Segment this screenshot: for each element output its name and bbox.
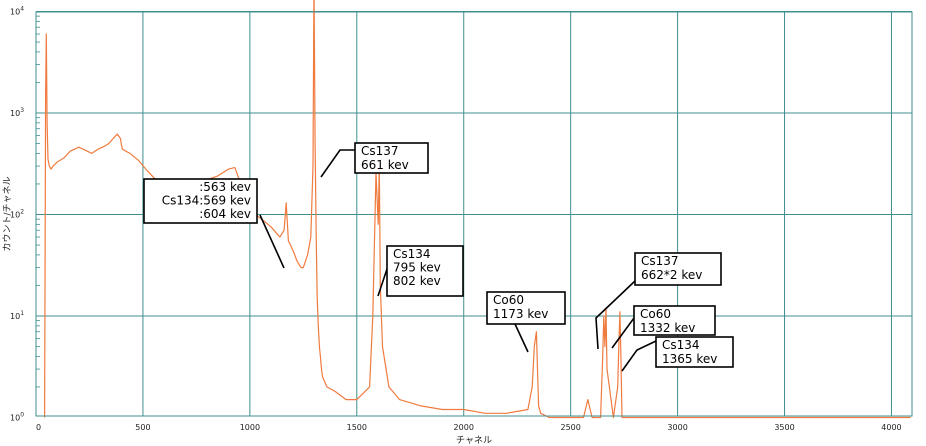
x-tick-label: 500 <box>135 423 150 432</box>
x-axis-title: チャネル <box>456 435 492 446</box>
annotation-leader <box>611 317 635 349</box>
annotation-text: 1173 kev <box>493 307 548 321</box>
series-line-0 <box>44 0 911 419</box>
x-tick-label: 1500 <box>347 423 367 432</box>
x-tick-label: 2500 <box>560 423 580 432</box>
annotation-leader <box>514 323 529 353</box>
annotation-leader <box>320 149 355 178</box>
annotation-text: Cs134 <box>393 247 431 261</box>
annotation-box <box>386 245 464 297</box>
annotation-text: Cs137 <box>361 144 399 158</box>
annotation-box <box>143 178 258 224</box>
x-tick-label: 1000 <box>240 423 260 432</box>
annotation-text: Cs134 <box>662 338 700 352</box>
x-tick-label: 0 <box>36 423 41 432</box>
annotation-text: :563 kev <box>199 180 251 194</box>
annotation-text: Cs134:569 kev <box>162 194 251 208</box>
annotation-text: Co60 <box>640 307 671 321</box>
y-tick-label: 104 <box>10 6 24 17</box>
annotation-box <box>354 142 429 174</box>
y-tick-label: 103 <box>10 107 24 118</box>
annotation-text: 661 kev <box>361 158 409 172</box>
annotation-text: Cs137 <box>641 254 679 268</box>
annotation-box <box>633 305 716 336</box>
annotation-leader <box>259 214 285 269</box>
annotation-text: 802 kev <box>393 274 441 288</box>
y-axis-title: カウント/チャネル <box>2 177 13 252</box>
annotation-box <box>655 336 734 368</box>
x-tick-label: 3000 <box>667 423 687 432</box>
annotation-leader <box>621 340 657 372</box>
annotation-text: 662*2 kev <box>641 268 702 282</box>
annotation-text: 1365 kev <box>662 352 717 366</box>
x-tick-label: 2000 <box>454 423 474 432</box>
annotation-text: :604 kev <box>199 207 251 221</box>
x-tick-label: 3500 <box>774 423 794 432</box>
annotation-text: Co60 <box>493 293 524 307</box>
y-tick-label: 101 <box>10 310 24 321</box>
annotation-box <box>634 252 722 286</box>
annotation-leader <box>377 268 388 297</box>
y-tick-label: 100 <box>10 412 24 423</box>
annotation-text: 795 kev <box>393 261 441 275</box>
annotation-leader <box>595 280 636 350</box>
x-tick-label: 4000 <box>881 423 901 432</box>
series-layer <box>44 0 911 419</box>
annotation-text: 1332 kev <box>640 321 695 335</box>
plot-border <box>35 11 913 417</box>
y-tick-label: 102 <box>10 209 24 220</box>
annotation-box <box>486 291 566 325</box>
